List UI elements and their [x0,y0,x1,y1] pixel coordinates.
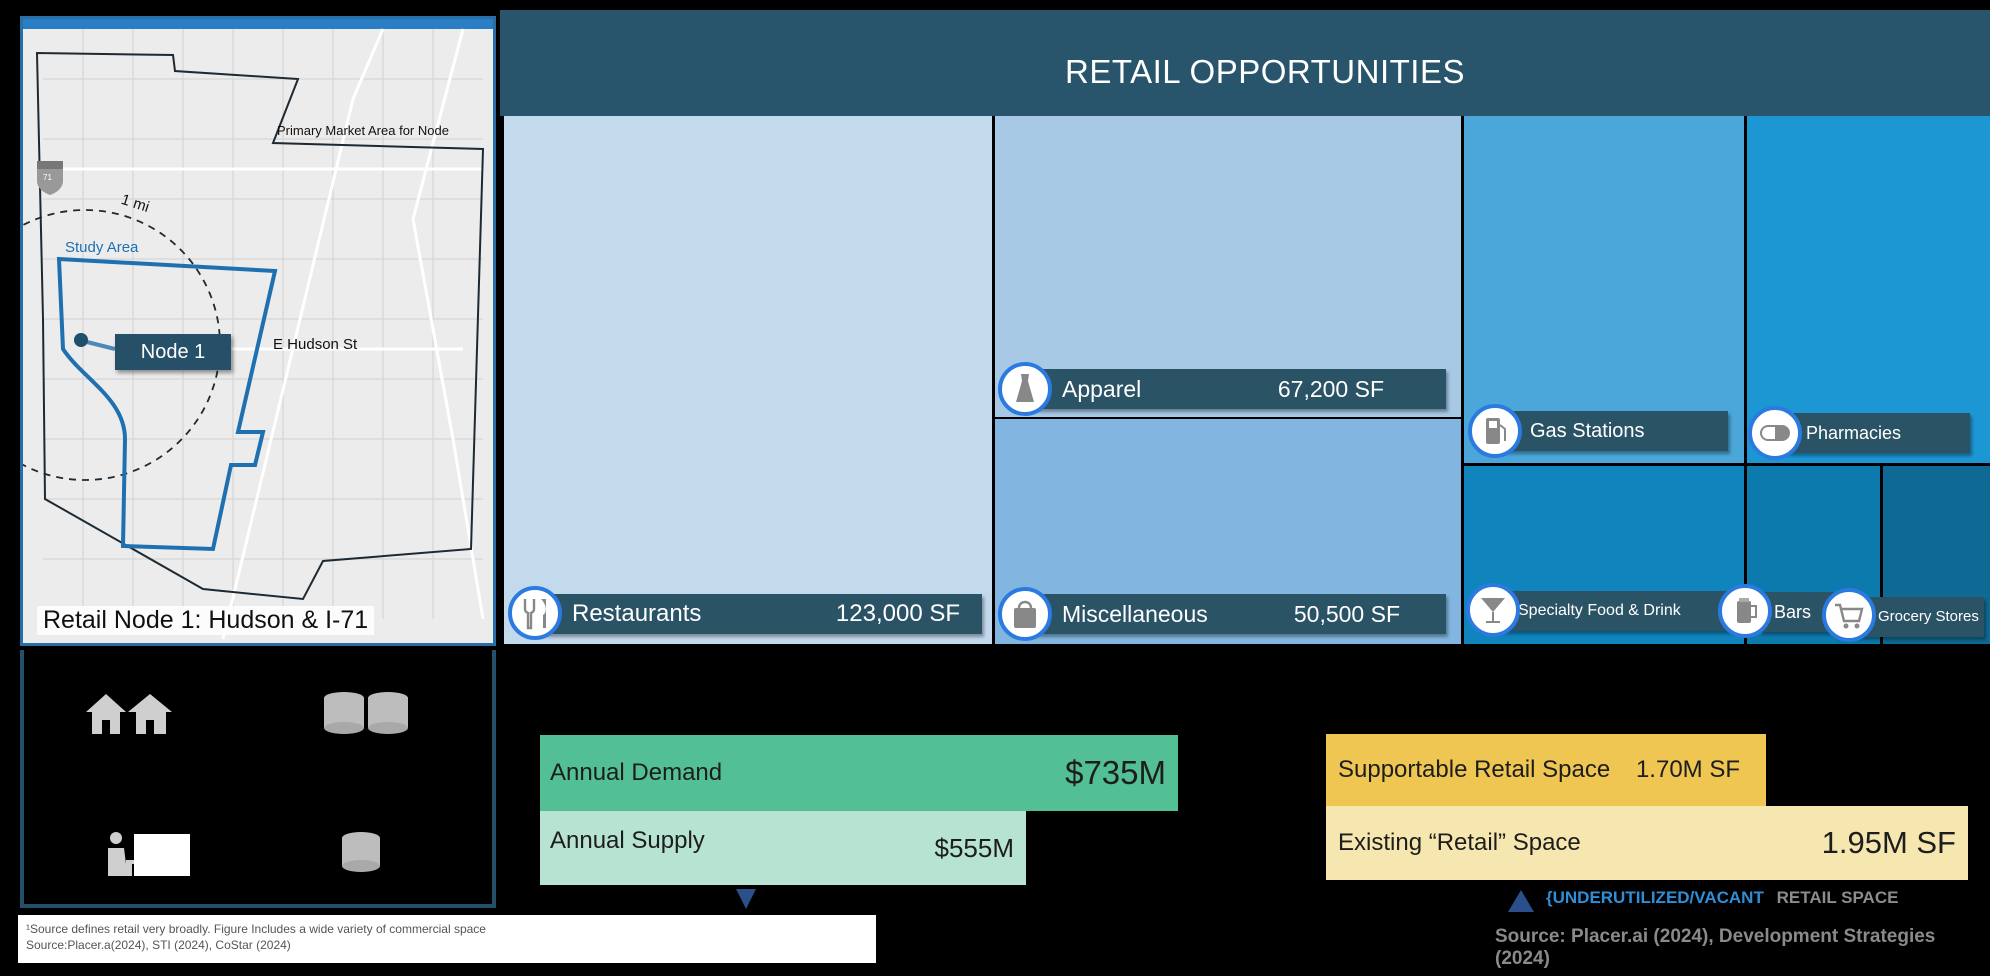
annual-demand-label: Annual Demand [550,759,723,786]
footnote-line-1: ¹Source defines retail very broadly. Fig… [26,922,486,936]
up-triangle-icon [1508,890,1534,912]
existing-space-bar: Existing “Retail” Space 1.95M SF [1326,806,1968,880]
coins-icon [324,692,408,734]
utensils-icon [508,586,562,640]
annual-demand-value: $735M [1065,754,1166,791]
label-specialty-food: Specialty Food & Drink [1482,591,1732,631]
houses-icon [86,694,172,734]
shopping-bag-icon [998,587,1052,641]
restaurants-value: 123,000 SF [835,600,960,627]
tile-pharmacies [1747,116,1990,463]
apparel-label: Apparel [1062,376,1142,402]
fuel-pump-icon [1468,404,1522,458]
map-graphic [23,28,485,640]
existing-space-value: 1.95M SF [1821,825,1956,860]
specialty-food-label: Specialty Food & Drink [1518,602,1681,619]
map-top-bar [23,19,493,29]
existing-space-label: Existing “Retail” Space [1338,829,1581,856]
primary-market-label: Primary Market Area for Node [277,123,449,138]
legend-rest: RETAIL SPACE [1776,888,1899,907]
label-miscellaneous: Miscellaneous 50,500 SF [1014,594,1446,634]
tile-restaurants [504,116,992,644]
miscellaneous-value: 50,500 SF [1293,601,1400,627]
map-title: Retail Node 1: Hudson & I-71 [37,606,375,635]
footnote-line-2: Source:Placer.a(2024), STI (2024), CoSta… [26,938,291,952]
study-area-label: Study Area [65,239,139,256]
street-label: E Hudson St [273,336,358,353]
header-banner: RETAIL OPPORTUNITIES [500,10,1990,116]
highway-shield-label: 71 [43,173,52,182]
source-credit: Source: Placer.ai (2024), Development St… [1495,926,1936,969]
footnote: ¹Source defines retail very broadly. Fig… [18,915,876,963]
legend-highlight: {UNDERUTILIZED/VACANT [1546,888,1764,907]
grocery-label: Grocery Stores [1878,608,1979,625]
legend-note: {UNDERUTILIZED/VACANT RETAIL SPACE [1546,888,1898,908]
bars-label: Bars [1774,602,1812,622]
down-triangle-icon [736,889,756,909]
cocktail-icon [1466,583,1520,637]
supportable-space-bar: Supportable Retail Space 1.70M SF [1326,734,1766,806]
page-title: RETAIL OPPORTUNITIES [1065,53,1465,90]
annual-supply-bar: Annual Supply $555M [540,811,1026,885]
supportable-space-value: 1.70M SF [1635,756,1740,783]
miscellaneous-label: Miscellaneous [1062,601,1208,627]
tile-apparel [995,116,1461,417]
apparel-value: 67,200 SF [1277,376,1384,402]
label-apparel: Apparel 67,200 SF [1014,369,1446,409]
tile-gas-stations [1464,116,1744,463]
map-panel: Primary Market Area for Node 1 mi Study … [20,16,496,646]
cart-icon [1822,588,1876,642]
coin-stack-icon [342,832,380,872]
stats-box [20,650,496,908]
annual-supply-label: Annual Supply [550,827,705,854]
node-label: Node 1 [115,334,231,370]
pharmacies-label: Pharmacies [1806,423,1902,443]
gas-stations-label: Gas Stations [1530,420,1645,442]
dress-icon [998,362,1052,416]
beer-icon [1718,584,1772,638]
worker-desk-icon [108,832,190,876]
annual-demand-bar: Annual Demand $735M [540,735,1178,811]
pill-icon [1748,406,1802,460]
supportable-space-label: Supportable Retail Space [1338,756,1611,783]
restaurants-label: Restaurants [572,600,702,627]
annual-supply-value: $555M [934,833,1015,863]
label-restaurants: Restaurants 123,000 SF [524,594,982,634]
